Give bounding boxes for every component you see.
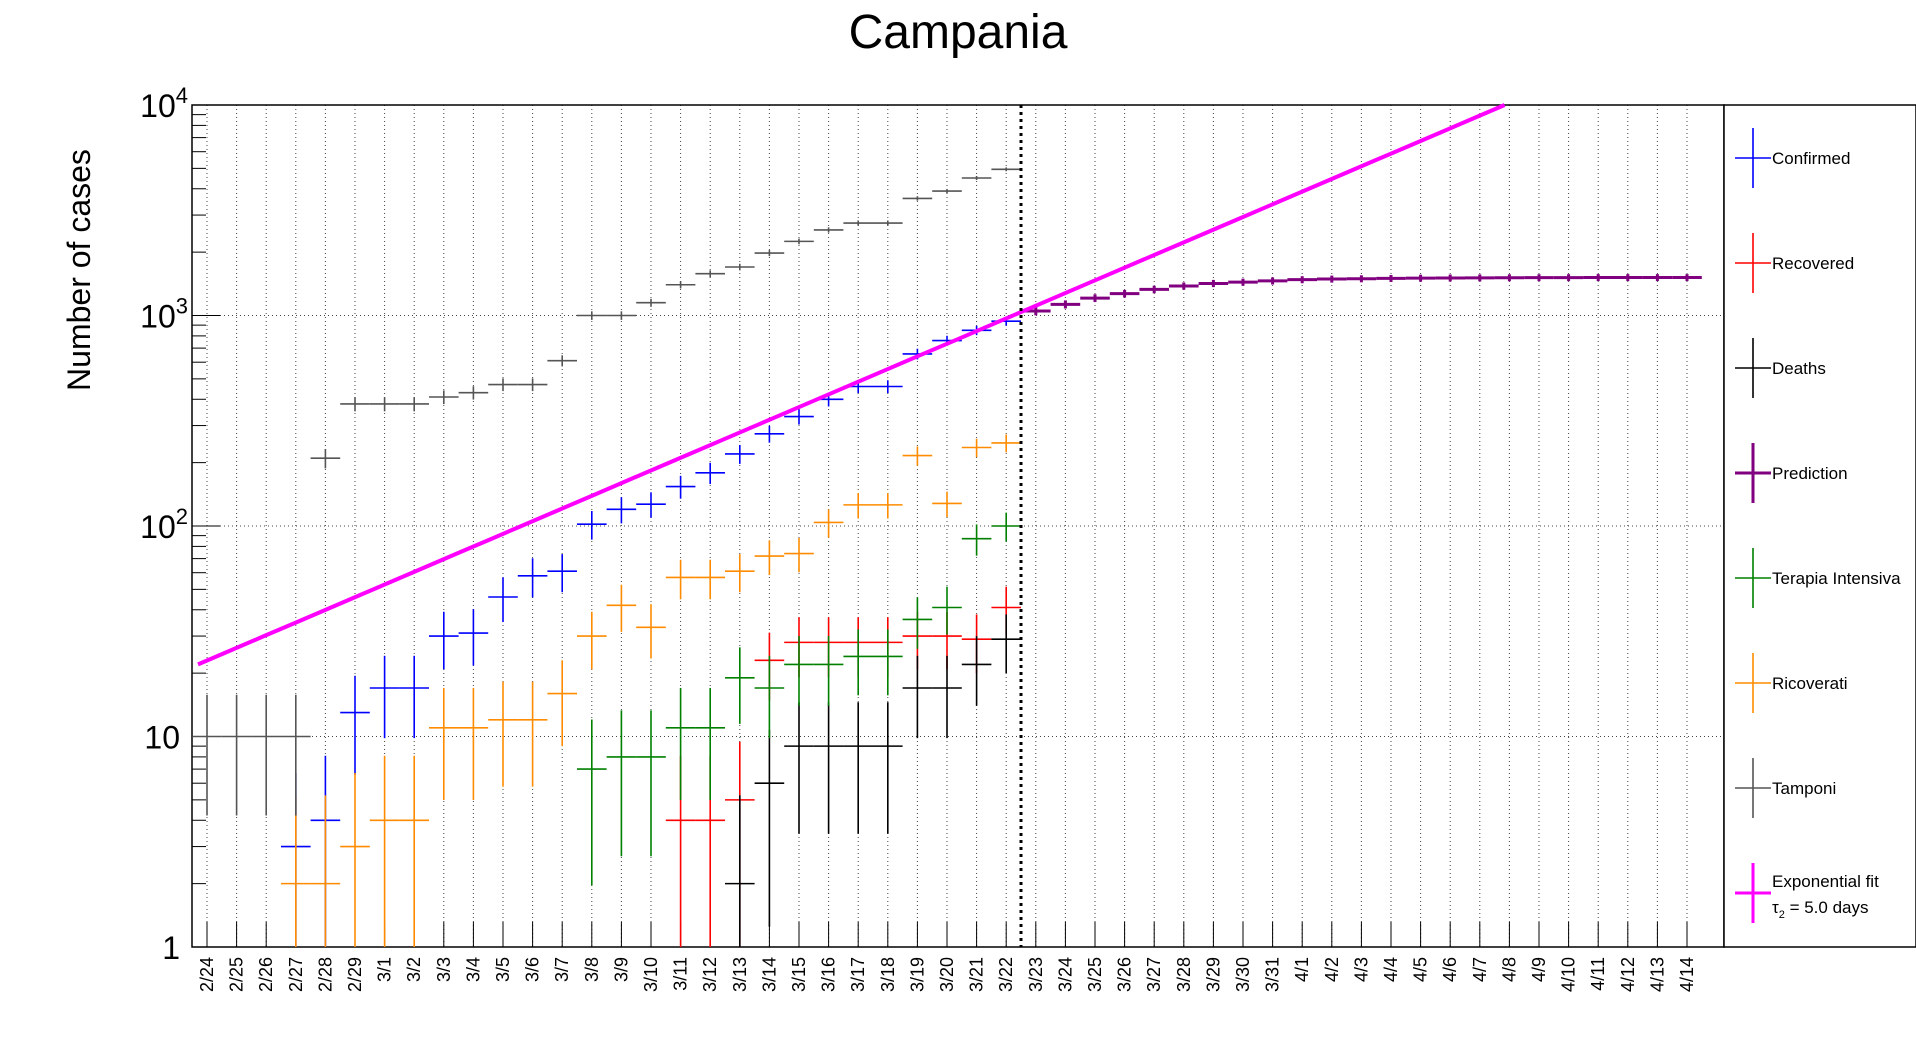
x-tick-label: 3/7 [552,957,572,982]
x-tick-label: 4/3 [1351,957,1371,982]
x-tick-label: 4/6 [1440,957,1460,982]
x-tick-label: 3/11 [671,957,691,991]
x-tick-label: 3/22 [996,957,1016,992]
legend-label: Confirmed [1772,149,1850,168]
chart-title: Campania [849,6,1068,59]
legend-entry-tamponi: Tamponi [1735,758,1836,818]
data-series [192,167,1702,947]
x-tick-label: 3/19 [907,957,927,992]
x-tick-label: 3/24 [1055,957,1075,992]
x-tick-label: 3/30 [1233,957,1253,992]
x-tick-label: 3/3 [434,957,454,982]
x-tick-label: 3/27 [1144,957,1164,992]
legend-box [1723,104,1916,948]
x-tick-label: 3/14 [759,957,779,992]
x-tick-label: 3/6 [523,957,543,982]
x-tick-label: 4/4 [1381,957,1401,982]
y-tick-label: 10 [144,720,180,756]
legend-label: Prediction [1772,464,1848,483]
legend-label: Terapia Intensiva [1772,569,1901,588]
x-tick-label: 3/15 [789,957,809,992]
legend-entry-ricoverati: Ricoverati [1735,653,1848,713]
x-tick-label: 2/24 [197,957,217,992]
x-tick-label: 3/23 [1026,957,1046,992]
fit-line [197,103,1506,667]
y-tick-label: 103 [140,294,188,335]
x-tick-label: 4/10 [1559,957,1579,992]
legend-label: Exponential fit [1772,872,1879,891]
legend-label: Deaths [1772,359,1826,378]
x-tick-label: 3/18 [878,957,898,992]
x-tick-label: 3/8 [582,957,602,982]
x-tick-label: 3/29 [1203,957,1223,992]
x-tick-label: 3/12 [700,957,720,992]
exponential-fit [197,103,1506,667]
x-tick-label: 4/1 [1292,957,1312,982]
legend-entry-deaths: Deaths [1735,338,1826,398]
series-tamponi [192,167,1021,816]
x-tick-label: 3/2 [404,957,424,982]
x-tick-label: 4/9 [1529,957,1549,982]
y-tick-label: 104 [140,83,188,124]
y-tick-labels: 1 10 102 103 104 [140,83,188,966]
x-tick-label: 4/2 [1322,957,1342,982]
x-tick-label: 3/21 [967,957,987,992]
x-tick-label: 3/5 [493,957,513,982]
x-tick-label: 3/26 [1115,957,1135,992]
x-tick-label: 3/25 [1085,957,1105,992]
axis-ticks [192,104,1688,948]
legend-label: Recovered [1772,254,1854,273]
legend-entry-prediction: Prediction [1735,443,1848,503]
y-tick-label: 1 [162,930,180,966]
x-tick-label: 4/7 [1470,957,1490,982]
x-tick-label: 2/26 [256,957,276,992]
x-tick-label: 3/20 [937,957,957,992]
x-tick-label: 4/8 [1499,957,1519,982]
x-tick-label: 3/17 [848,957,868,992]
x-tick-label: 4/14 [1677,957,1697,992]
x-tick-label: 3/16 [819,957,839,992]
legend-label: Ricoverati [1772,674,1848,693]
y-tick-label: 102 [140,504,188,545]
series-prediction [1021,274,1702,316]
legend-entry-confirmed: Confirmed [1735,128,1850,188]
series-ricoverati [281,434,1021,947]
x-tick-label: 3/9 [611,957,631,982]
x-tick-label: 4/5 [1411,957,1431,982]
x-tick-label: 4/13 [1647,957,1667,992]
y-axis-label: Number of cases [61,149,97,391]
legend-entry-recovered: Recovered [1735,233,1854,293]
legend-fit-annotation: τ2 = 5.0 days [1772,898,1868,921]
x-tick-label: 3/4 [463,957,483,982]
legend-entry-terapia-intensiva: Terapia Intensiva [1735,548,1901,608]
legend-entry-exponential-fit: Exponential fit τ2 = 5.0 days [1735,863,1879,923]
x-tick-label: 2/27 [286,957,306,992]
legend: Confirmed Recovered Deaths Prediction Terapi… [1735,128,1901,923]
series-terapia-intensiva [577,512,1021,886]
legend-label: Tamponi [1772,779,1836,798]
x-tick-label: 4/11 [1588,957,1608,991]
x-tick-label: 3/13 [730,957,750,992]
series-deaths [725,614,1021,947]
x-tick-labels: 2/24 2/25 2/26 2/27 2/28 2/29 3/1 3/2 3/3 3/4 3/5 3… [197,957,1697,992]
series-recovered [665,586,1021,947]
x-tick-label: 3/28 [1174,957,1194,992]
x-tick-label: 2/29 [345,957,365,992]
x-tick-label: 2/28 [315,957,335,992]
x-tick-label: 3/10 [641,957,661,992]
x-tick-label: 4/12 [1618,957,1638,992]
x-tick-label: 3/31 [1263,957,1283,992]
x-tick-label: 2/25 [227,957,247,992]
grid [192,105,1724,947]
x-tick-label: 3/1 [375,957,395,982]
